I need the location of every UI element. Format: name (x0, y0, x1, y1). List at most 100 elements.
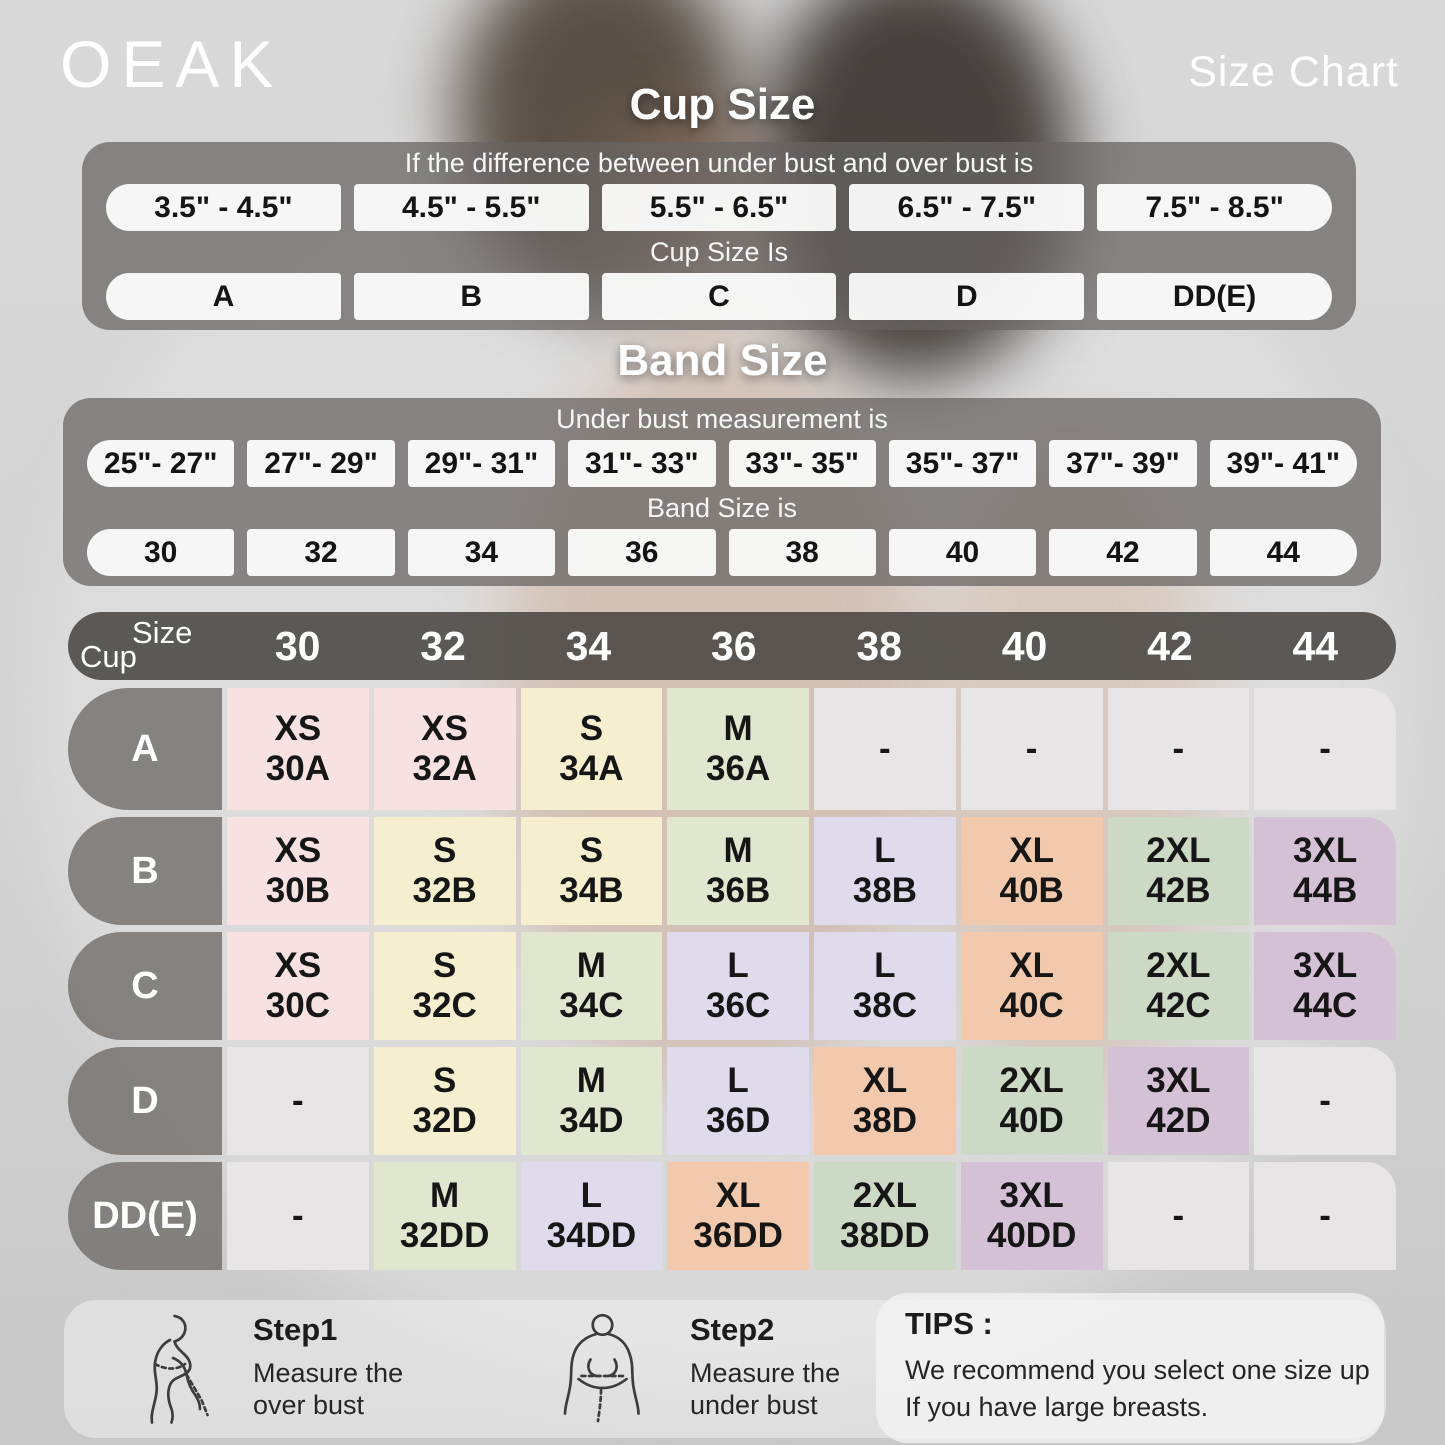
matrix-cell-empty: - (814, 688, 956, 810)
matrix-cell-36b: M 36B (667, 817, 809, 925)
matrix-column-header: 38 (856, 622, 902, 669)
cup-letter-pill: C (601, 273, 837, 320)
page-title: Size Chart (1188, 48, 1399, 96)
matrix-row-label: A (68, 688, 222, 810)
matrix-cell-34b: S 34B (520, 817, 663, 925)
band-condition-label: Under bust measurement is (556, 404, 888, 434)
cup-letter-pill: DD(E) (1097, 273, 1332, 320)
matrix-cell-32dd: M 32DD (373, 1162, 516, 1270)
cup-range-pill: 5.5" - 6.5" (601, 184, 837, 231)
cup-condition-label: If the difference between under bust and… (404, 148, 1034, 178)
matrix-cell-34d: M 34D (520, 1047, 663, 1155)
band-range-pill: 39"- 41" (1209, 440, 1357, 487)
matrix-cell-empty: - (1107, 1162, 1250, 1270)
matrix-header: Size Cup 30 32 34 36 38 40 42 44 (68, 612, 1396, 680)
matrix-cell-40d: 2XL 40D (960, 1047, 1103, 1155)
matrix-cell-32b: S 32B (373, 817, 516, 925)
matrix-corner-size-label: Size (132, 615, 193, 650)
matrix-row-label: C (68, 932, 222, 1040)
matrix-cell-empty: - (1254, 688, 1396, 810)
band-value-pill: 32 (247, 529, 395, 576)
band-result-label: Band Size is (646, 493, 798, 523)
matrix-cell-empty: - (227, 1162, 369, 1270)
matrix-cell-40b: XL 40B (960, 817, 1103, 925)
matrix-cell-32c: S 32C (373, 932, 516, 1040)
matrix-cell-42b: 2XL 42B (1107, 817, 1250, 925)
matrix-row-label: B (68, 817, 222, 925)
matrix-column-header: 36 (711, 622, 757, 669)
cup-letter-pill: A (106, 273, 341, 320)
matrix-cell-36c: L 36C (667, 932, 809, 1040)
band-range-pill: 25"- 27" (87, 440, 235, 487)
band-range-pill: 35"- 37" (888, 440, 1037, 487)
cup-letter-pill: B (353, 273, 589, 320)
band-value-pill: 34 (407, 529, 556, 576)
matrix-grid: A XS 30A XS 32A S 34A M 36A - - - - B XS 30B S 32B S 34B M 36… (68, 688, 1396, 1277)
tips-card (876, 1293, 1384, 1443)
band-range-pill: 37"- 39" (1049, 440, 1197, 487)
matrix-cell-44b: 3XL 44B (1254, 817, 1396, 925)
band-value-pill: 42 (1049, 529, 1197, 576)
matrix-cell-empty: - (960, 688, 1103, 810)
tips-text: TIPS : We recommend you select one size … (905, 1306, 1370, 1427)
band-value-pill: 36 (568, 529, 716, 576)
cup-size-table: If the difference between under bust and… (82, 142, 1356, 330)
cup-range-pill: 7.5" - 8.5" (1097, 184, 1332, 231)
matrix-cell-36dd: XL 36DD (667, 1162, 809, 1270)
step1-title: Step1 (253, 1312, 338, 1347)
band-range-row: 25"- 27" 27"- 29" 29"- 31" 31"- 33" 33"- 35"… (63, 440, 1381, 487)
step1-line2: over bust (253, 1390, 365, 1421)
matrix-row-label: D (68, 1047, 222, 1155)
tips-line1: We recommend you select one size up (905, 1355, 1370, 1385)
band-value-pill: 38 (728, 529, 876, 576)
matrix-cell-38dd: 2XL 38DD (814, 1162, 956, 1270)
band-range-pill: 27"- 29" (247, 440, 395, 487)
cup-letter-pill: D (849, 273, 1085, 320)
matrix-column-headers: 30 32 34 36 38 40 42 44 (225, 612, 1388, 680)
matrix-corner-cup-label: Cup (80, 639, 137, 674)
matrix-row: B XS 30B S 32B S 34B M 36B L 38B XL 40B 2XL 42B 3XL 44B (68, 817, 1396, 925)
measure-under-bust-icon (563, 1313, 640, 1423)
matrix-cell-36d: L 36D (667, 1047, 809, 1155)
matrix-cell-34a: S 34A (520, 688, 663, 810)
step2-line2: under bust (690, 1390, 818, 1421)
step2-title: Step2 (690, 1312, 775, 1347)
brand-logo: OEAK (60, 27, 284, 101)
matrix-column-header: 44 (1292, 622, 1339, 669)
band-range-pill: 33"- 35" (728, 440, 876, 487)
matrix-column-header: 30 (274, 622, 321, 669)
band-range-pill: 31"- 33" (568, 440, 716, 487)
matrix-cell-empty: - (1254, 1162, 1396, 1270)
matrix-cell-36a: M 36A (667, 688, 809, 810)
matrix-cell-34dd: L 34DD (520, 1162, 663, 1270)
matrix-cell-38b: L 38B (814, 817, 956, 925)
matrix-cell-empty: - (227, 1047, 369, 1155)
matrix-cell-38c: L 38C (814, 932, 956, 1040)
matrix-cell-34c: M 34C (520, 932, 663, 1040)
matrix-column-header: 42 (1147, 622, 1193, 669)
matrix-cell-empty: - (1107, 688, 1250, 810)
cup-range-row: 3.5" - 4.5" 4.5" - 5.5" 5.5" - 6.5" 6.5" - … (82, 184, 1356, 231)
matrix-cell-42d: 3XL 42D (1107, 1047, 1250, 1155)
matrix-cell-44c: 3XL 44C (1254, 932, 1396, 1040)
band-size-heading: Band Size (617, 336, 828, 385)
matrix-column-header: 32 (420, 622, 466, 669)
matrix-column-header: 40 (1001, 622, 1048, 669)
matrix-cell-40c: XL 40C (960, 932, 1103, 1040)
matrix-cell-38d: XL 38D (814, 1047, 956, 1155)
band-range-pill: 29"- 31" (407, 440, 556, 487)
matrix-cell-40dd: 3XL 40DD (960, 1162, 1103, 1270)
band-value-pill: 30 (87, 529, 235, 576)
step2-text: Step2 Measure the under bust (690, 1312, 840, 1422)
matrix-cell-30a: XS 30A (227, 688, 369, 810)
matrix-cell-42c: 2XL 42C (1107, 932, 1250, 1040)
band-value-pill: 40 (888, 529, 1037, 576)
band-value-row: 30 32 34 36 38 40 42 44 (63, 529, 1381, 576)
matrix-row: DD(E) - M 32DD L 34DD XL 36DD 2XL 38DD 3XL 40DD - - (68, 1162, 1396, 1270)
cup-size-heading: Cup Size (629, 80, 816, 129)
band-size-table: Under bust measurement is 25"- 27" 27"- 2… (63, 398, 1381, 586)
matrix-cell-32a: XS 32A (373, 688, 516, 810)
cup-range-pill: 3.5" - 4.5" (106, 184, 341, 231)
matrix-cell-32d: S 32D (373, 1047, 516, 1155)
